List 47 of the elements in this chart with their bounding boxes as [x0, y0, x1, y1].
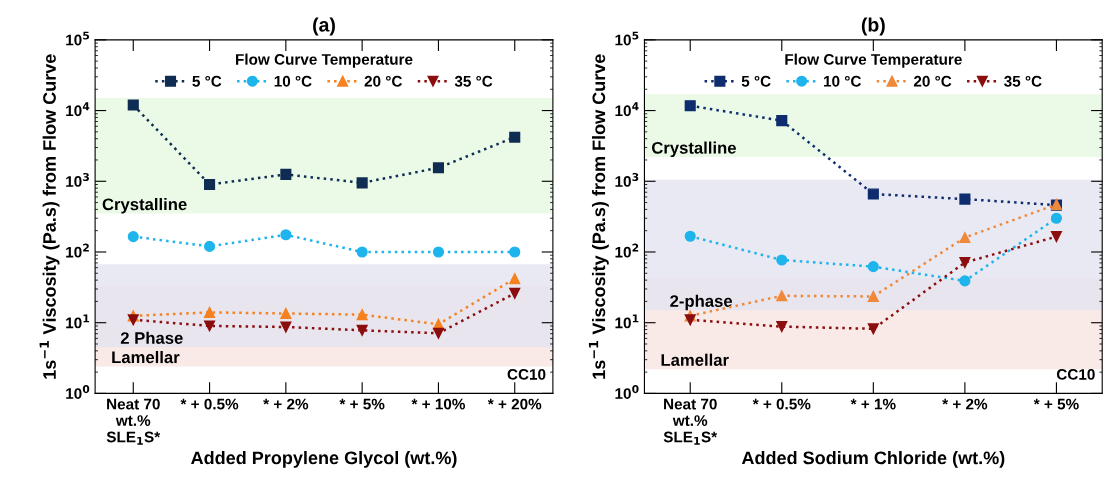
legend-label: 10 °C — [274, 75, 312, 87]
band-label: 2-phase — [670, 294, 733, 311]
y-tick-label: 10$^{1}$ — [615, 314, 639, 329]
x-tick-label: * + 1% — [850, 398, 896, 410]
y-tick-label: 10$^{1}$ — [66, 314, 90, 329]
band-label: Lamellar — [661, 353, 729, 366]
y-axis-title: 1s$^{−1}$ Viscosity (Pa.s) from Flow Curve — [39, 54, 60, 379]
y-tick-label: 10$^{3}$ — [66, 172, 89, 187]
annotation: CC10 — [507, 368, 546, 380]
band-label: 2 Phase — [120, 331, 183, 344]
x-axis-title: Added Propylene Glycol (wt.%) — [191, 450, 457, 468]
y-axis-title: 1s$^{−1}$ Viscosity (Pa.s) from Flow Curve — [588, 54, 609, 379]
x-tick-label: Neat 70 wt.% SLE$_{1}$S* — [663, 398, 718, 445]
band-label: Lamellar — [112, 351, 180, 364]
band-label: Crystalline — [651, 141, 736, 158]
legend-title: Flow Curve Temperature — [236, 53, 413, 68]
legend-title: Flow Curve Temperature — [785, 53, 962, 68]
y-tick-label: 10$^{5}$ — [615, 31, 639, 46]
chart-title: (b) — [861, 17, 885, 36]
y-tick-label: 10$^{5}$ — [66, 31, 90, 46]
legend-label: 10 °C — [824, 75, 862, 87]
x-tick-label: * + 10% — [411, 398, 466, 410]
legend-label: 5 °C — [741, 75, 771, 87]
y-tick-label: 10$^{0}$ — [615, 385, 639, 399]
y-tick-label: 10$^{4}$ — [615, 102, 639, 117]
x-axis-title: Added Sodium Chloride (wt.%) — [741, 450, 1005, 468]
y-tick-label: 10$^{2}$ — [615, 243, 639, 258]
legend-label: 35 °C — [1004, 75, 1042, 87]
y-tick-label: 10$^{2}$ — [66, 243, 89, 258]
x-tick-label: * + 5% — [1033, 398, 1079, 410]
x-tick-label: * + 20% — [487, 398, 542, 410]
y-tick-label: 10$^{3}$ — [615, 172, 639, 187]
x-tick-label: * + 5% — [339, 398, 385, 410]
legend-label: 35 °C — [454, 75, 493, 87]
legend-label: 20 °C — [364, 75, 403, 87]
chart-title: (a) — [313, 17, 335, 36]
y-tick-label: 10$^{4}$ — [66, 102, 90, 117]
x-tick-label: Neat 70 wt.% SLE$_{1}$S* — [106, 398, 161, 445]
legend-label: 5 °C — [192, 75, 222, 87]
x-tick-label: * + 2% — [942, 398, 988, 410]
annotation: CC10 — [1056, 368, 1095, 380]
x-tick-label: * + 0.5% — [752, 398, 811, 410]
band-label: Crystalline — [102, 197, 187, 214]
x-tick-label: * + 0.5% — [180, 398, 239, 410]
legend-label: 20 °C — [913, 75, 952, 87]
y-tick-label: 10$^{0}$ — [66, 385, 90, 399]
x-tick-label: * + 2% — [263, 398, 309, 410]
